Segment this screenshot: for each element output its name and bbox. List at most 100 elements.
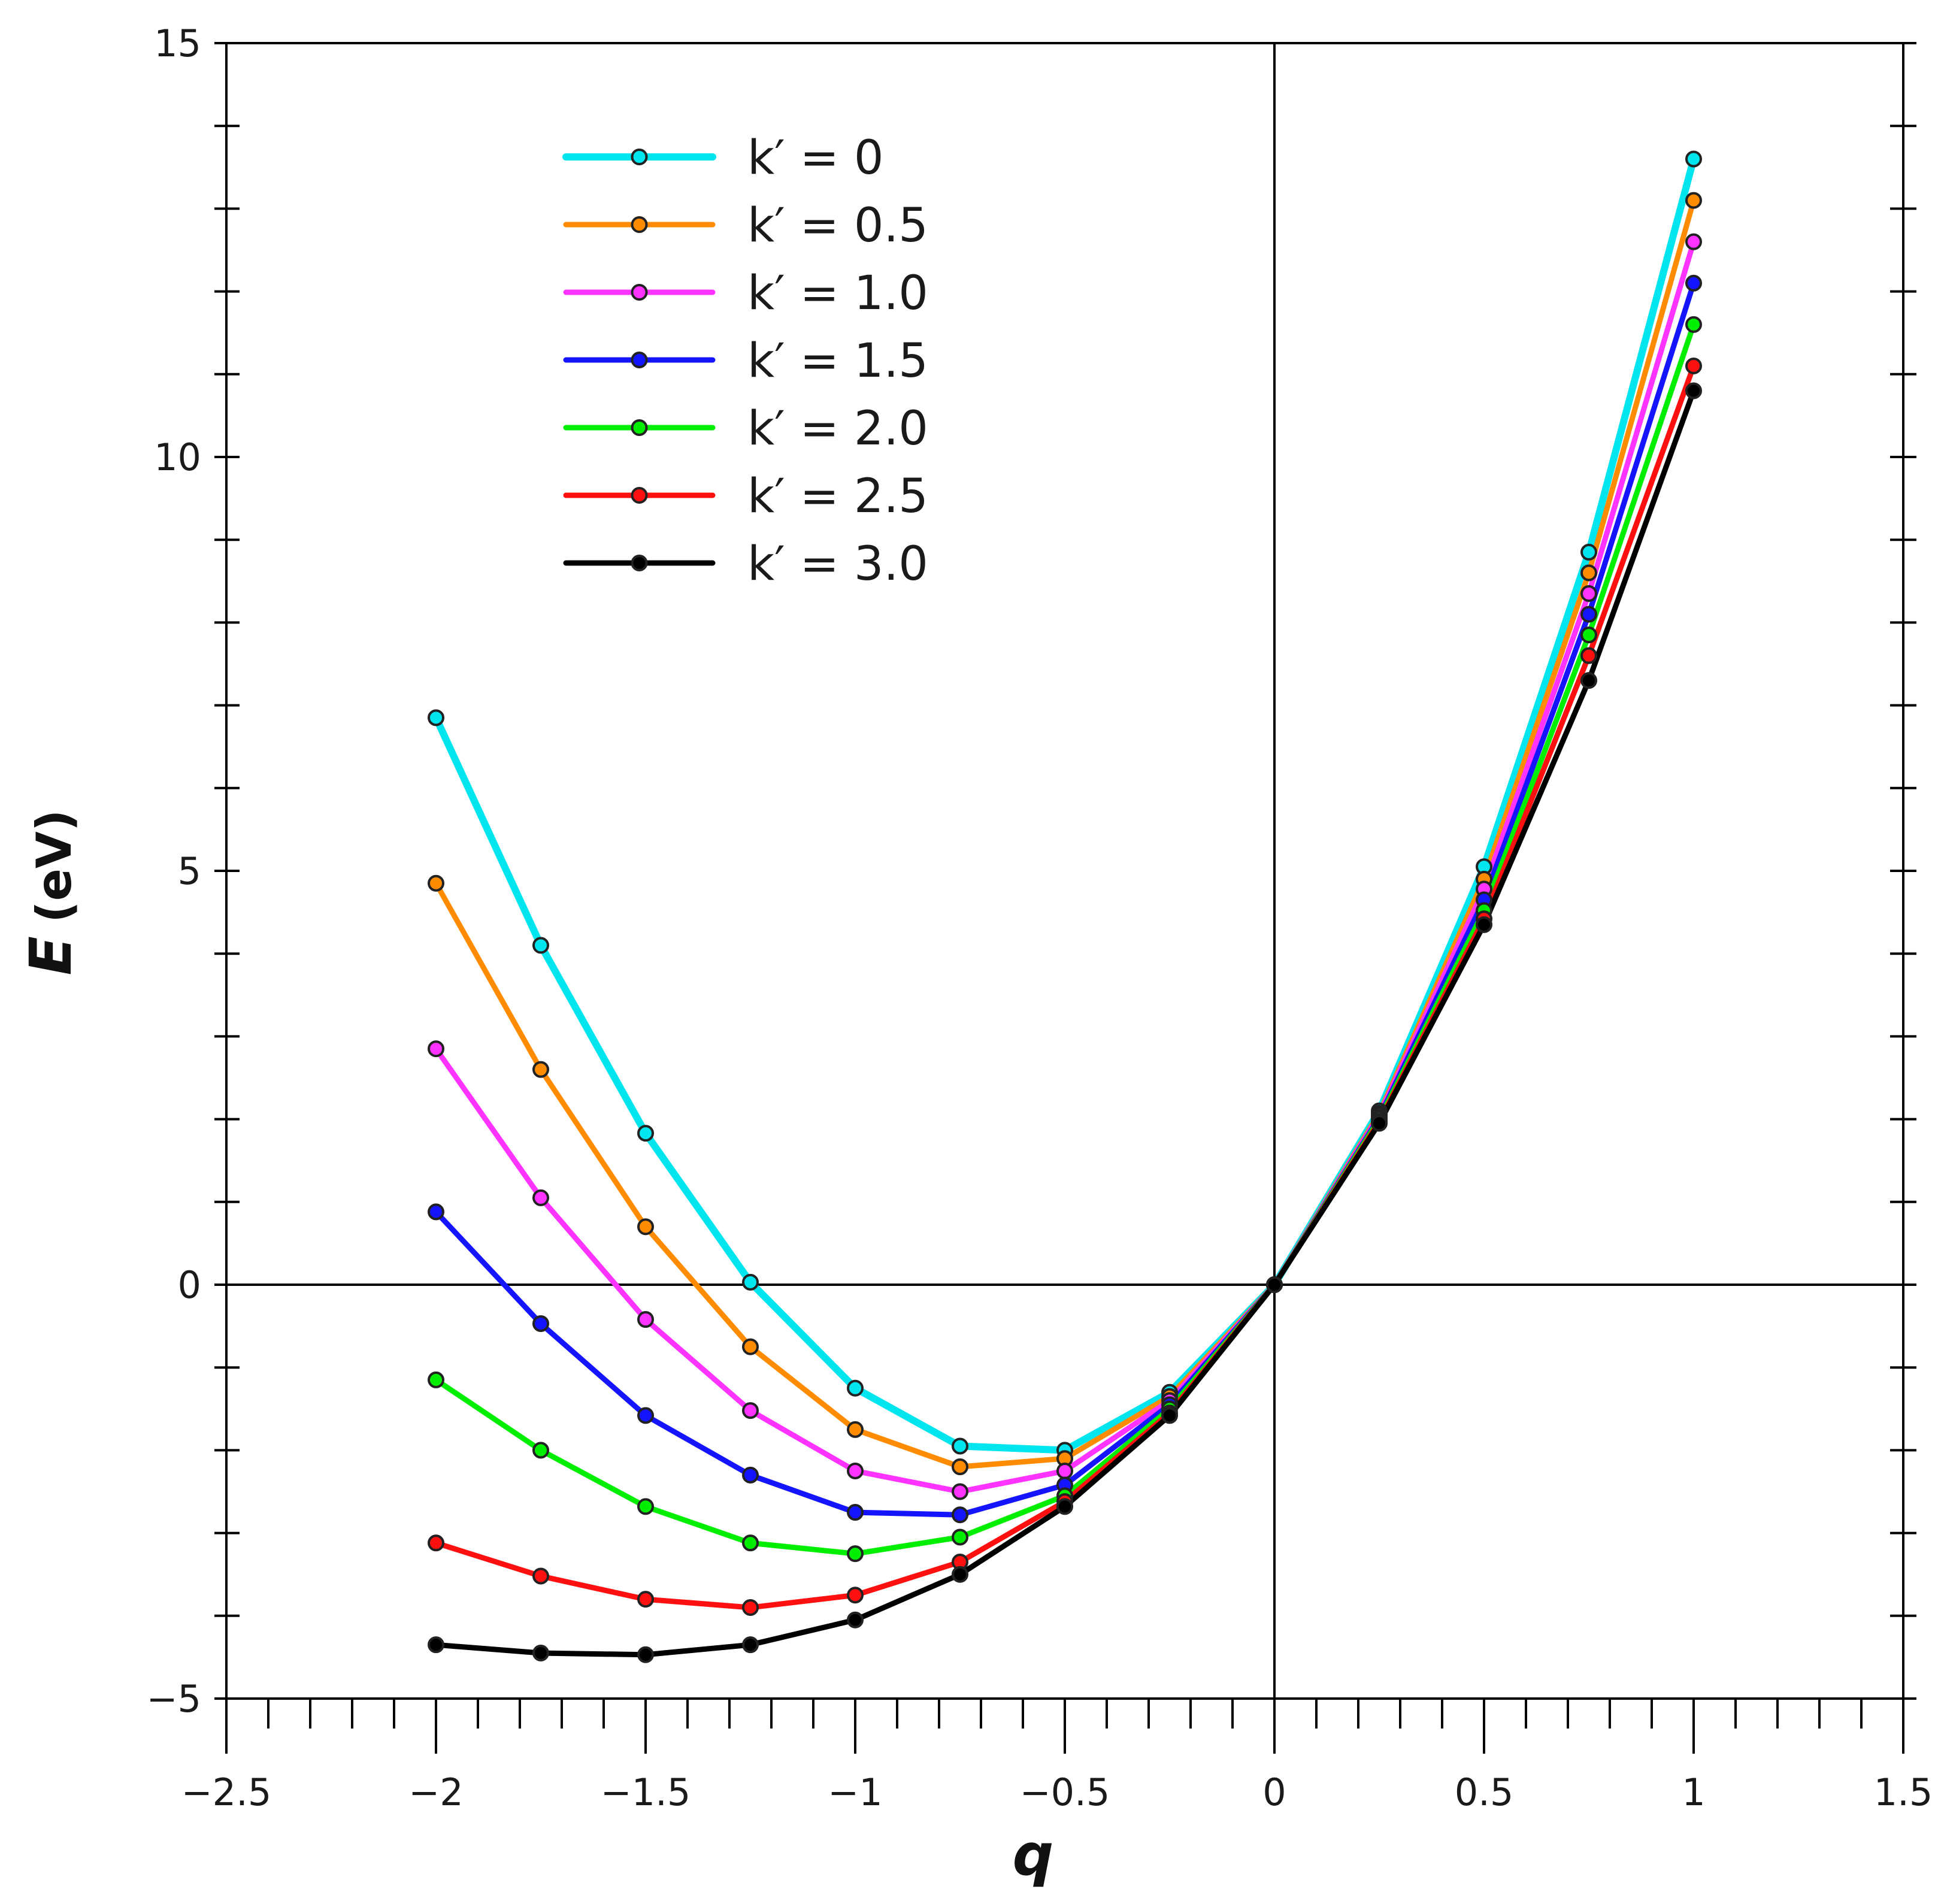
data-point-k-1_0 xyxy=(1056,1462,1073,1479)
data-point-k-1_0 xyxy=(742,1402,759,1419)
x-tick-label: 0 xyxy=(1262,1770,1286,1814)
data-point-k-0 xyxy=(847,1379,864,1397)
legend-marker xyxy=(631,352,648,368)
x-tick-label: −2.5 xyxy=(181,1770,272,1814)
data-point-k-0_5 xyxy=(428,874,444,892)
data-point-k-3_0 xyxy=(1056,1498,1073,1515)
legend-marker xyxy=(631,487,648,504)
y-tick-label: 0 xyxy=(178,1263,201,1307)
data-point-k-2_0 xyxy=(1580,626,1597,644)
data-point-k-2_5 xyxy=(637,1591,654,1608)
data-point-k-2_0 xyxy=(532,1442,549,1459)
data-point-k-1_5 xyxy=(847,1504,864,1521)
data-point-k-2_0 xyxy=(428,1371,444,1388)
data-point-k-1_5 xyxy=(428,1203,444,1221)
data-point-k-2_5 xyxy=(428,1534,444,1552)
legend-marker xyxy=(631,149,648,165)
series-line-k-0 xyxy=(432,155,1697,1454)
data-point-k-0 xyxy=(742,1273,759,1291)
data-point-k-1_5 xyxy=(1580,606,1597,623)
x-tick-label: −1 xyxy=(828,1770,882,1814)
series-line-k-2_5 xyxy=(433,363,1697,1611)
data-point-k-0_5 xyxy=(637,1218,654,1236)
x-tick-label: 0.5 xyxy=(1455,1770,1514,1814)
data-point-k-0_5 xyxy=(742,1338,759,1355)
data-point-k-2_0 xyxy=(1685,316,1702,333)
data-point-k-1_0 xyxy=(952,1483,968,1500)
data-point-k-2_5 xyxy=(532,1567,549,1585)
data-point-k-0_5 xyxy=(532,1061,549,1078)
data-point-k-1_5 xyxy=(637,1407,654,1424)
data-point-k-3_0 xyxy=(1476,916,1492,933)
legend-marker xyxy=(631,216,648,233)
data-point-k-3_0 xyxy=(952,1566,968,1583)
data-point-k-2_0 xyxy=(952,1528,968,1546)
x-axis-title: q xyxy=(1013,1821,1054,1888)
data-point-k-0_5 xyxy=(952,1458,968,1476)
y-axis-title: E (eV) xyxy=(17,810,84,976)
data-point-k-3_0 xyxy=(1685,382,1702,399)
data-point-k-1_0 xyxy=(532,1189,549,1206)
data-point-k-1_0 xyxy=(1580,585,1597,603)
data-point-k-2_0 xyxy=(637,1498,654,1515)
data-point-k-1_5 xyxy=(952,1506,968,1524)
series-line-k-1_5 xyxy=(433,280,1697,1518)
series-layer xyxy=(432,155,1697,1658)
y-axis-title-unit: (eV) xyxy=(26,810,82,923)
data-point-k-2_0 xyxy=(742,1534,759,1552)
data-point-k-0 xyxy=(1580,543,1597,561)
y-tick-label: 10 xyxy=(154,435,201,479)
y-tick-label: −5 xyxy=(147,1677,201,1721)
x-tick-label: 1.5 xyxy=(1874,1770,1933,1814)
data-point-k-0_5 xyxy=(847,1421,864,1438)
legend: k′ = 0 k′ = 0.5 k′ = 1.0 k′ = 1.5 k′ = 2.0 k′… xyxy=(562,131,928,591)
data-point-k-0_5 xyxy=(1685,192,1702,209)
x-tick-label: −1.5 xyxy=(601,1770,691,1814)
axes-layer xyxy=(214,42,1916,1754)
data-point-k-1_0 xyxy=(637,1311,654,1328)
legend-label: k′ = 2.5 xyxy=(747,470,928,523)
marker-layer xyxy=(428,150,1702,1663)
x-tick-label: 1 xyxy=(1682,1770,1705,1814)
legend-label: k′ = 2.0 xyxy=(747,402,928,456)
data-point-k-3_0 xyxy=(1580,672,1597,689)
data-point-k-3_0 xyxy=(637,1646,654,1663)
data-point-k-3_0 xyxy=(847,1611,864,1628)
data-point-k-1_0 xyxy=(847,1462,864,1479)
data-point-k-0 xyxy=(952,1437,968,1455)
data-point-k-0 xyxy=(532,937,549,954)
legend-label: k′ = 0 xyxy=(747,131,883,185)
data-point-k-2_5 xyxy=(847,1587,864,1604)
data-point-k-1_5 xyxy=(742,1466,759,1484)
y-tick-label: 15 xyxy=(154,22,201,65)
legend-label: k′ = 3.0 xyxy=(747,537,928,591)
data-point-k-1_5 xyxy=(1685,274,1702,292)
data-point-k-3_0 xyxy=(532,1644,549,1661)
series-line-k-2_0 xyxy=(433,322,1697,1557)
data-point-k-2_5 xyxy=(742,1599,759,1616)
legend-label: k′ = 1.5 xyxy=(747,334,928,388)
legend-label: k′ = 1.0 xyxy=(747,267,928,320)
data-point-k-3_0 xyxy=(1371,1115,1388,1132)
data-point-k-3_0 xyxy=(428,1636,444,1654)
data-point-k-2_5 xyxy=(1685,357,1702,374)
data-point-k-1_0 xyxy=(428,1040,444,1058)
legend-marker xyxy=(631,419,648,436)
data-point-k-0_5 xyxy=(1580,564,1597,582)
x-tick-label: −2 xyxy=(408,1770,463,1814)
data-point-k-3_0 xyxy=(742,1636,759,1654)
y-axis-title-symbol: E xyxy=(17,936,84,976)
legend-marker xyxy=(631,555,648,571)
data-point-k-3_0 xyxy=(1266,1276,1283,1293)
data-point-k-2_0 xyxy=(847,1545,864,1563)
data-point-k-1_5 xyxy=(532,1315,549,1332)
legend-marker xyxy=(631,284,648,301)
x-tick-label: −0.5 xyxy=(1020,1770,1110,1814)
data-point-k-0 xyxy=(428,709,444,727)
data-point-k-3_0 xyxy=(1161,1407,1178,1424)
data-point-k-0 xyxy=(637,1125,654,1142)
data-point-k-0 xyxy=(1685,150,1702,168)
data-point-k-2_5 xyxy=(1580,647,1597,664)
y-tick-label: 5 xyxy=(178,849,201,893)
